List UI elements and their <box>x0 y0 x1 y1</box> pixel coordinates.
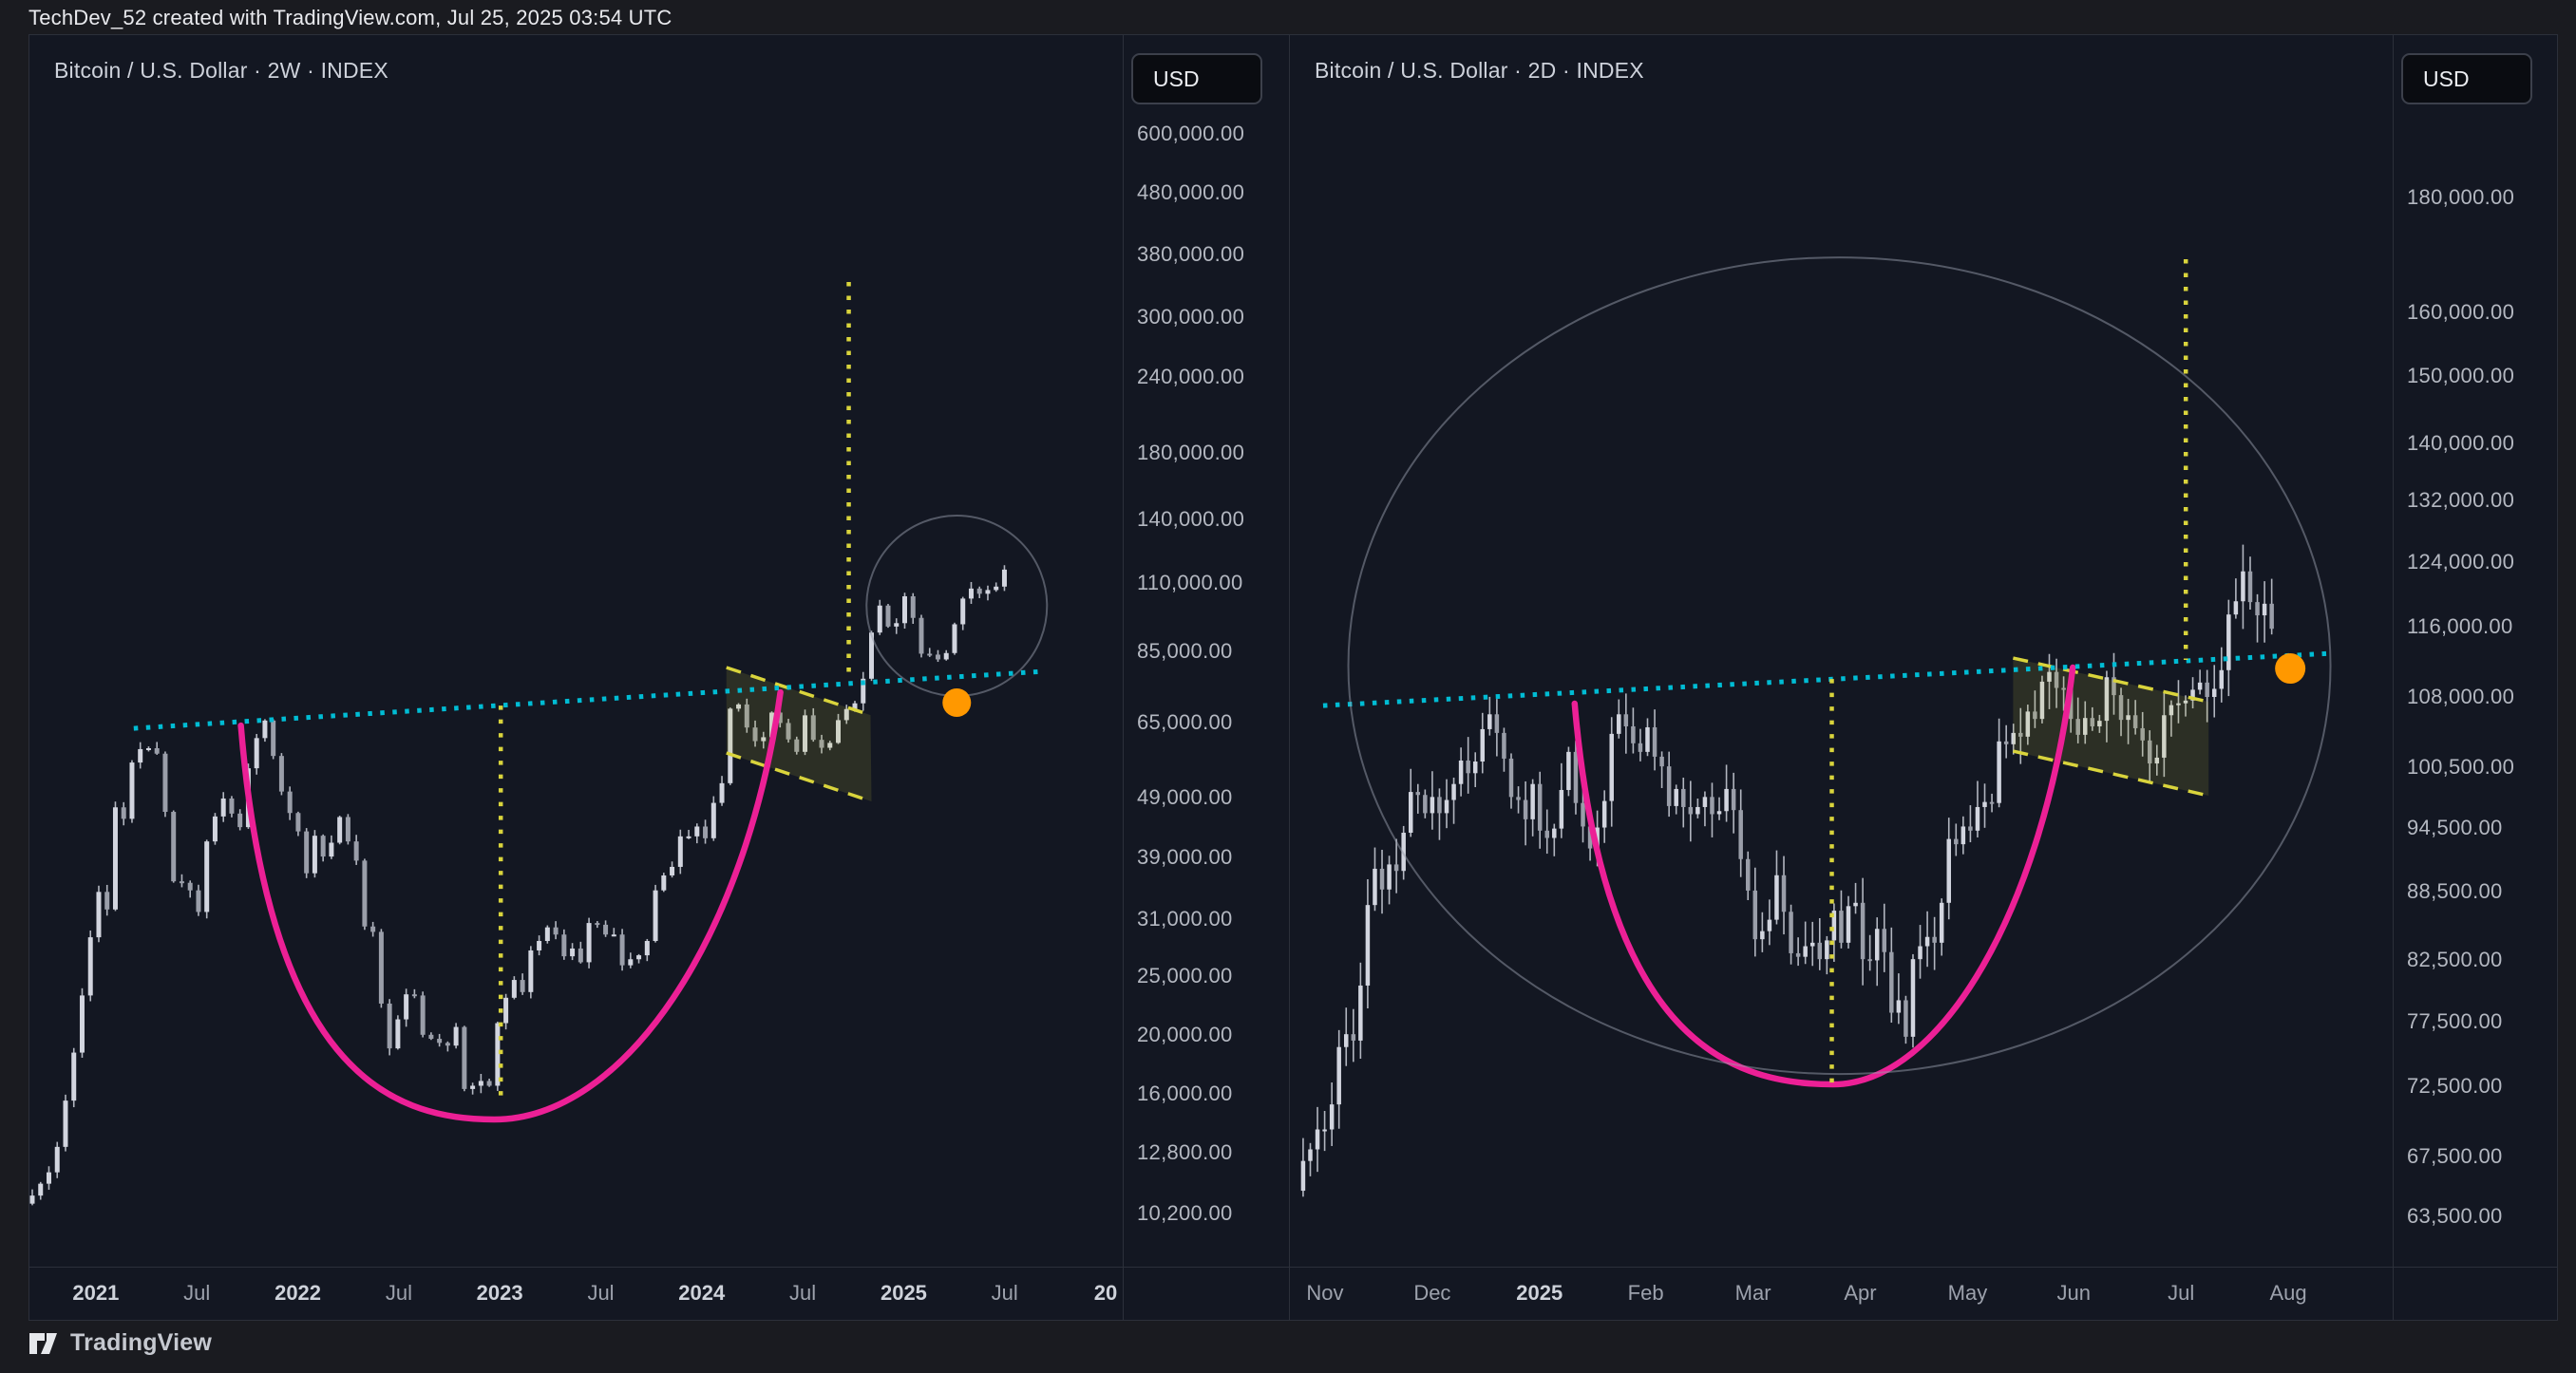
price-tick: 124,000.00 <box>2407 549 2515 574</box>
time-tick-apr: Apr <box>1844 1281 1877 1305</box>
price-tick: 16,000.00 <box>1137 1081 1233 1106</box>
time-tick-jul: Jul <box>789 1281 817 1305</box>
price-tick: 108,000.00 <box>2407 685 2515 708</box>
price-tick: 20,000.00 <box>1137 1022 1233 1046</box>
time-axis-2w[interactable]: 2021 Jul 2022 Jul 2023 Jul 2024 Jul 2025 Jul 20 <box>29 1267 1123 1322</box>
time-tick-dec: Dec <box>1413 1281 1451 1305</box>
axis-corner-right <box>2394 1267 2557 1322</box>
time-tick-2024: 2024 <box>678 1281 726 1305</box>
candles-plot-2d[interactable] <box>1290 35 2393 1267</box>
time-tick-mar: Mar <box>1734 1281 1771 1305</box>
price-tick: 132,000.00 <box>2407 488 2515 513</box>
price-tick: 85,000.00 <box>1137 639 1233 664</box>
time-tick-jul: Jul <box>385 1281 412 1305</box>
attribution-text: TechDev_52 created with TradingView.com,… <box>28 6 672 29</box>
time-tick-feb: Feb <box>1627 1281 1664 1305</box>
price-tick: 240,000.00 <box>1137 364 1245 388</box>
time-tick-2025: 2025 <box>880 1281 927 1305</box>
chart-pane-2w[interactable]: Bitcoin / U.S. Dollar · 2W · INDEX 2021 J… <box>29 35 1123 1320</box>
chart-title-2d: Bitcoin / U.S. Dollar · 2D · INDEX <box>1315 58 1644 83</box>
price-tick: 12,800.00 <box>1137 1140 1233 1165</box>
price-tick: 480,000.00 <box>1137 180 1245 205</box>
axis-corner-left <box>1124 1267 1289 1322</box>
time-tick-2025: 2025 <box>1516 1281 1563 1305</box>
price-tick: 39,000.00 <box>1137 845 1233 870</box>
price-tick: 94,500.00 <box>2407 815 2503 839</box>
time-axis-2d[interactable]: Nov Dec 2025 Feb Mar Apr May Jun Jul Aug <box>1290 1267 2393 1322</box>
tradingview-logo-icon[interactable] <box>28 1330 61 1357</box>
price-tick: 180,000.00 <box>1137 440 1245 464</box>
price-tick: 116,000.00 <box>2407 614 2513 639</box>
time-tick-may: May <box>1947 1281 1988 1305</box>
time-tick-nov: Nov <box>1306 1281 1344 1305</box>
price-tick: 100,500.00 <box>2407 755 2515 780</box>
price-tick: 77,500.00 <box>2407 1008 2503 1033</box>
candlestick-svg <box>1300 256 2332 1197</box>
price-tick: 140,000.00 <box>2407 430 2515 455</box>
price-tick: 600,000.00 <box>1137 121 1245 145</box>
chart-pane-2d[interactable]: Bitcoin / U.S. Dollar · 2D · INDEX Nov De… <box>1289 35 2393 1320</box>
currency-button-usd-left[interactable]: USD <box>1131 53 1262 104</box>
time-tick-jun: Jun <box>2056 1281 2091 1305</box>
price-tick: 65,000.00 <box>1137 709 1233 734</box>
price-tick: 25,000.00 <box>1137 963 1233 987</box>
time-tick-2022: 2022 <box>275 1281 322 1305</box>
footer: TradingView <box>28 1329 212 1357</box>
time-tick-jul: Jul <box>991 1281 1018 1305</box>
price-axis-2d[interactable]: USD 180,000.00 160,000.00 150,000.00 140,00… <box>2393 35 2557 1320</box>
time-tick-20: 20 <box>1093 1281 1118 1305</box>
price-tick: 380,000.00 <box>1137 242 1245 267</box>
chart-block: Bitcoin / U.S. Dollar · 2W · INDEX 2021 J… <box>28 34 2558 1321</box>
time-tick-jul: Jul <box>2168 1281 2195 1305</box>
price-tick: 63,500.00 <box>2407 1204 2503 1228</box>
currency-button-usd-right[interactable]: USD <box>2401 53 2532 104</box>
price-tick: 160,000.00 <box>2407 300 2515 325</box>
price-tick: 31,000.00 <box>1137 906 1233 931</box>
time-tick-jul: Jul <box>587 1281 615 1305</box>
price-axis-2w[interactable]: USD 600,000.00 480,000.00 380,000.00 300,00… <box>1123 35 1289 1320</box>
candlestick-svg <box>29 282 1049 1206</box>
price-tick: 10,200.00 <box>1137 1200 1233 1225</box>
price-tick: 140,000.00 <box>1137 506 1245 531</box>
time-tick-aug: Aug <box>2269 1281 2307 1305</box>
tradingview-logo-text[interactable]: TradingView <box>70 1329 213 1356</box>
time-tick-jul: Jul <box>183 1281 211 1305</box>
price-tick: 180,000.00 <box>2407 184 2515 209</box>
price-tick: 110,000.00 <box>1137 571 1243 595</box>
time-tick-2023: 2023 <box>476 1281 523 1305</box>
candles-plot-2w[interactable] <box>29 35 1123 1267</box>
price-tick: 150,000.00 <box>2407 363 2515 387</box>
price-tick: 67,500.00 <box>2407 1144 2503 1169</box>
price-tick: 300,000.00 <box>1137 305 1245 329</box>
price-tick: 72,500.00 <box>2407 1074 2503 1099</box>
price-tick: 82,500.00 <box>2407 948 2503 972</box>
time-tick-2021: 2021 <box>72 1281 120 1305</box>
chart-title-2w: Bitcoin / U.S. Dollar · 2W · INDEX <box>54 58 388 83</box>
price-tick: 88,500.00 <box>2407 879 2503 904</box>
price-tick: 49,000.00 <box>1137 784 1233 809</box>
